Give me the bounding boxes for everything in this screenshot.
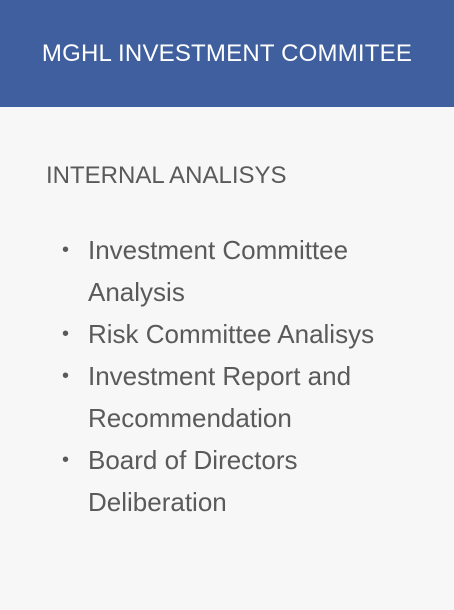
card-header: MGHL INVESTMENT COMMITEE	[0, 0, 454, 107]
list-item-label: Risk Committee Analisys	[88, 319, 375, 349]
list-item: • Board of Directors Deliberation	[46, 439, 408, 523]
bullet-icon: •	[62, 239, 70, 261]
bullet-icon: •	[62, 323, 70, 345]
bullet-icon: •	[62, 365, 70, 387]
header-title: MGHL INVESTMENT COMMITEE	[41, 39, 413, 67]
list-item-label: Investment Committee Analysis	[88, 235, 349, 307]
list-item-label: Investment Report and Recommendation	[88, 361, 352, 433]
list-item: • Investment Committee Analysis	[46, 229, 408, 313]
card-body: INTERNAL ANALISYS • Investment Committee…	[0, 107, 454, 523]
list-item-label: Board of Directors Deliberation	[88, 445, 298, 517]
bullet-icon: •	[62, 449, 70, 471]
analysis-list: • Investment Committee Analysis • Risk C…	[46, 229, 408, 523]
list-item: • Investment Report and Recommendation	[46, 355, 408, 439]
list-item: • Risk Committee Analisys	[46, 313, 408, 355]
section-title: INTERNAL ANALISYS	[46, 162, 287, 189]
